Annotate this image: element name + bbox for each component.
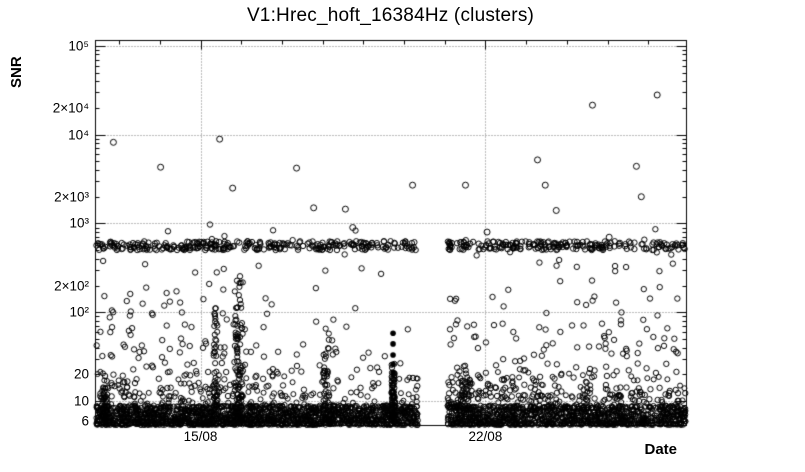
y-axis-tick-label: 10² [69, 304, 89, 320]
y-axis-tick-label: 10⁴ [68, 127, 89, 143]
y-axis-tick-label: 20 [73, 366, 89, 382]
y-axis-tick-label: 2×10³ [54, 189, 89, 205]
x-axis-tick-label: 22/08 [468, 429, 503, 444]
y-axis-tick-label: 10³ [69, 215, 89, 231]
y-axis-tick-label: 10⁵ [68, 38, 89, 54]
chart-title: V1:Hrec_hoft_16384Hz (clusters) [246, 5, 535, 26]
y-axis-tick-label: 6 [81, 413, 89, 429]
x-axis-title: Date [644, 441, 677, 458]
y-axis-tick-label: 2×10⁴ [52, 100, 89, 116]
x-axis-tick-label: 15/08 [183, 429, 218, 444]
y-axis-tick-label: 10 [73, 393, 89, 409]
y-axis-tick-label: 2×10² [54, 278, 89, 293]
y-axis-title: SNR [8, 56, 25, 88]
